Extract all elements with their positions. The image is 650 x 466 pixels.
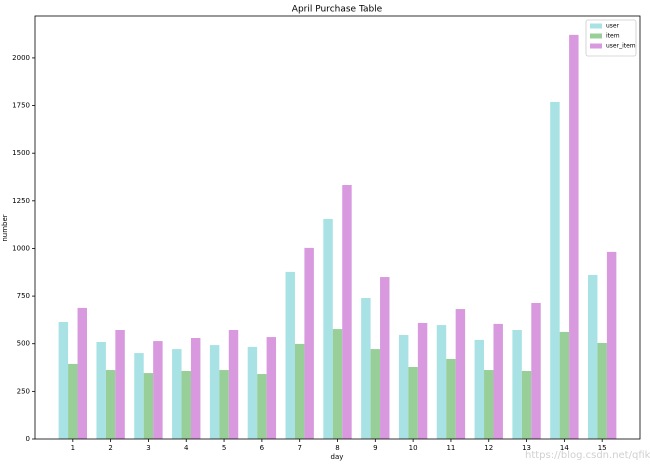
bar	[361, 298, 371, 439]
x-tick-label: 7	[297, 444, 301, 452]
bar	[285, 271, 295, 439]
bar	[304, 247, 314, 439]
bar	[153, 341, 163, 439]
legend-swatch	[590, 23, 602, 29]
x-tick-label: 6	[260, 444, 265, 452]
x-tick-label: 1	[71, 444, 75, 452]
x-tick-label: 14	[560, 444, 569, 452]
y-tick-label: 500	[17, 340, 30, 348]
bar	[597, 342, 607, 439]
bar	[77, 307, 87, 439]
bar	[606, 251, 617, 439]
bar	[521, 370, 532, 439]
bar	[370, 349, 381, 439]
bar	[58, 322, 69, 439]
bar	[209, 345, 220, 439]
bar	[134, 353, 144, 439]
legend-label: user	[606, 23, 620, 30]
bar	[446, 358, 456, 439]
y-axis-label: number	[1, 214, 9, 241]
x-tick-label: 10	[409, 444, 418, 452]
bar	[531, 302, 541, 439]
x-tick-label: 5	[222, 444, 226, 452]
watermark: https://blog.csdn.net/qfikh	[525, 450, 650, 461]
y-tick-label: 750	[17, 292, 30, 300]
legend-label: item	[606, 33, 620, 40]
bar	[294, 343, 305, 439]
bar	[436, 325, 447, 439]
bar	[143, 373, 154, 439]
bar	[219, 370, 229, 439]
bar	[181, 370, 191, 439]
x-tick-label: 13	[522, 444, 531, 452]
x-tick-label: 3	[146, 444, 150, 452]
bar	[408, 366, 418, 439]
bar	[380, 277, 390, 439]
y-tick-label: 1750	[12, 102, 30, 110]
bar	[68, 363, 78, 439]
y-tick-label: 2000	[12, 54, 30, 62]
bar	[550, 101, 560, 440]
bar	[323, 218, 333, 439]
x-tick-label: 8	[335, 444, 339, 452]
legend-swatch	[590, 43, 602, 49]
y-tick-label: 250	[17, 387, 30, 395]
bar	[228, 330, 239, 439]
bar	[512, 330, 522, 439]
bar	[455, 309, 466, 439]
bar	[247, 346, 258, 439]
bar	[398, 334, 409, 439]
bar	[96, 342, 106, 439]
x-tick-label: 11	[446, 444, 455, 452]
bar	[266, 337, 277, 439]
bar	[493, 323, 503, 439]
bar	[569, 34, 579, 439]
y-tick-label: 1500	[12, 149, 30, 157]
y-tick-label: 1000	[12, 244, 30, 252]
y-tick-label: 1250	[12, 197, 30, 205]
bar	[474, 339, 485, 439]
x-axis-label: day	[331, 453, 344, 461]
bar	[417, 322, 428, 439]
x-tick-label: 2	[108, 444, 112, 452]
chart-title: April Purchase Table	[292, 5, 383, 15]
bar	[105, 370, 116, 439]
bar	[332, 329, 343, 439]
y-tick-label: 0	[26, 435, 30, 443]
bar	[257, 374, 267, 439]
legend-swatch	[590, 33, 602, 39]
legend-label: user_item	[606, 43, 636, 50]
x-tick-label: 4	[184, 444, 189, 452]
x-tick-label: 12	[484, 444, 493, 452]
x-tick-label: 9	[373, 444, 377, 452]
bar	[172, 349, 182, 439]
bar	[190, 338, 201, 439]
bar	[484, 370, 494, 439]
x-tick-label: 15	[598, 444, 607, 452]
bar	[559, 331, 570, 439]
bar	[115, 330, 125, 439]
bar	[342, 185, 352, 439]
bar	[588, 274, 598, 439]
plot-frame	[34, 15, 641, 440]
